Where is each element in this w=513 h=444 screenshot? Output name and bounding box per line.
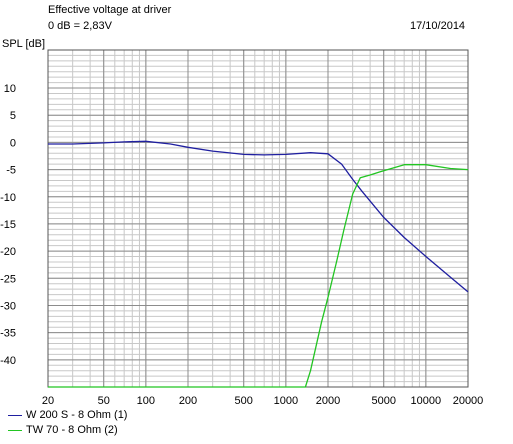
x-tick-label: 1000 xyxy=(274,395,298,407)
x-tick-label: 20 xyxy=(42,395,54,407)
x-tick-label: 50 xyxy=(98,395,110,407)
legend-item-2: TW 70 - 8 Ohm (2) xyxy=(8,423,118,437)
x-tick-label: 10000 xyxy=(411,395,442,407)
legend-swatch-2 xyxy=(8,429,22,431)
y-tick-label: -15 xyxy=(0,219,16,231)
legend-label-1: W 200 S - 8 Ohm (1) xyxy=(26,409,128,421)
y-tick-label: -20 xyxy=(0,246,16,258)
y-tick-label: 0 xyxy=(10,137,16,149)
x-tick-label: 2000 xyxy=(316,395,340,407)
chart-title: Effective voltage at driver xyxy=(48,4,172,16)
y-tick-label: 5 xyxy=(10,110,16,122)
reference-level: 0 dB = 2,83V xyxy=(48,20,112,32)
x-tick-label: 200 xyxy=(179,395,197,407)
y-tick-label: -30 xyxy=(0,300,16,312)
x-tick-label: 5000 xyxy=(371,395,395,407)
series-line-2 xyxy=(48,164,469,388)
x-tick-label: 20000 xyxy=(453,395,484,407)
legend-item-1: W 200 S - 8 Ohm (1) xyxy=(8,408,127,422)
y-tick-label: -25 xyxy=(0,273,16,285)
y-tick-label: -40 xyxy=(0,355,16,367)
y-tick-label: -10 xyxy=(0,192,16,204)
y-tick-label: 10 xyxy=(4,83,16,95)
y-tick-label: -5 xyxy=(6,165,16,177)
legend-swatch-1 xyxy=(8,414,22,416)
measurement-date: 17/10/2014 xyxy=(410,20,466,32)
series-line-1 xyxy=(48,140,469,293)
y-axis-label: SPL [dB] xyxy=(2,38,45,50)
x-tick-label: 500 xyxy=(235,395,253,407)
x-tick-label: 100 xyxy=(137,395,155,407)
y-tick-label: -35 xyxy=(0,328,16,340)
legend-label-2: TW 70 - 8 Ohm (2) xyxy=(26,424,118,436)
